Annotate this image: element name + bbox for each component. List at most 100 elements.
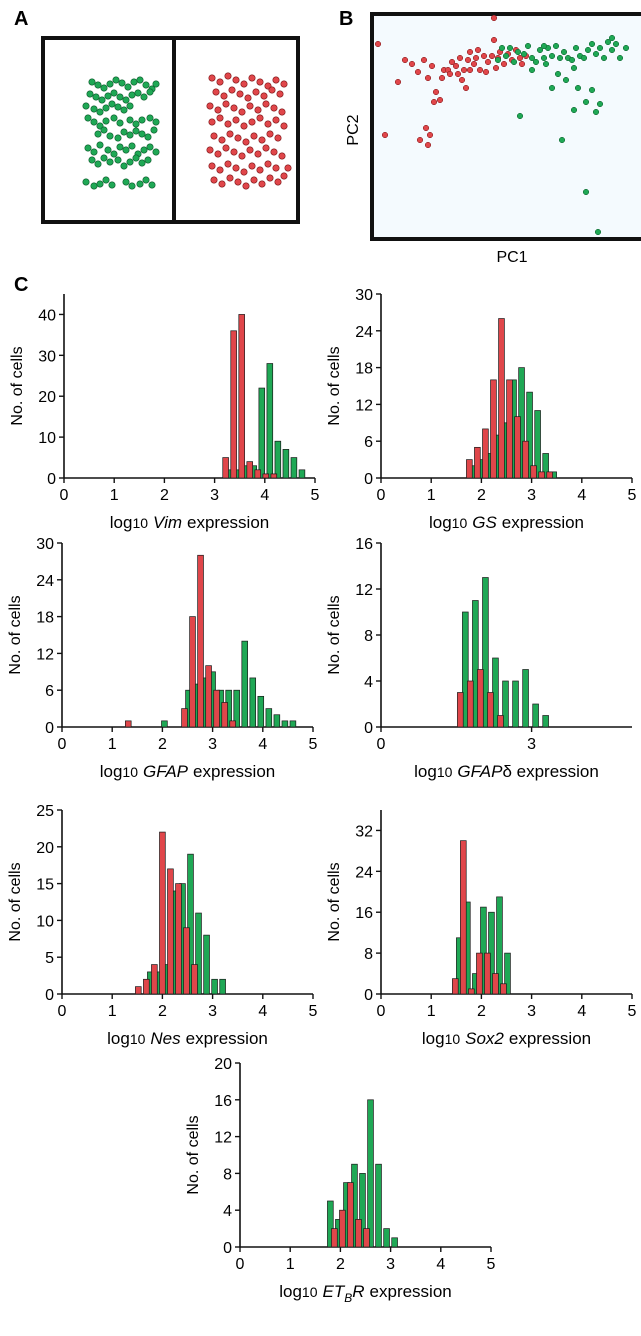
green-cell-point — [128, 142, 136, 150]
pca-red-point — [428, 62, 436, 70]
green-cell-point — [136, 76, 144, 84]
green-bar — [273, 714, 281, 728]
red-cell-point — [210, 132, 218, 140]
red-cell-point — [216, 78, 224, 86]
x-label-gene: Sox2 — [465, 1029, 504, 1048]
green-cell-point — [140, 93, 148, 101]
red-cell-point — [232, 116, 240, 124]
x-tick-label: 3 — [527, 736, 536, 753]
green-bar — [327, 1200, 334, 1248]
pca-red-point — [426, 131, 434, 139]
red-cell-point — [254, 106, 262, 114]
pca-green-point — [604, 38, 612, 46]
pca-green-point — [532, 58, 540, 66]
green-bar — [502, 680, 509, 728]
green-bar — [211, 978, 218, 995]
red-bar — [183, 927, 190, 995]
y-axis-label: No. of cells — [9, 346, 26, 425]
green-cell-point — [124, 83, 132, 91]
green-cell-point — [126, 102, 134, 110]
green-bar — [203, 934, 210, 995]
green-cell-point — [138, 130, 146, 138]
green-bar — [504, 952, 511, 995]
x-label-suffix: expression — [509, 1029, 591, 1048]
x-tick-label: 0 — [58, 1003, 67, 1020]
x-label-gene: GFAP — [143, 762, 189, 781]
x-tick-label: 0 — [377, 487, 386, 504]
green-bar — [241, 640, 248, 728]
pca-red-point — [500, 60, 508, 68]
red-bar — [363, 1228, 370, 1248]
y-tick-label: 0 — [47, 471, 56, 488]
red-cell-point — [260, 92, 268, 100]
red-bar — [222, 457, 229, 479]
green-cell-point — [128, 91, 136, 99]
green-cell-point — [84, 144, 92, 152]
x-tick-label: 0 — [377, 736, 386, 753]
pca-green-point — [596, 44, 604, 52]
x-label-suffix: δ expression — [502, 762, 598, 781]
red-cell-point — [228, 86, 236, 94]
x-axis-label: log10 Vim expression — [110, 513, 269, 532]
red-bar — [213, 689, 220, 728]
pca-red-point — [518, 60, 526, 68]
green-cell-point — [144, 133, 152, 141]
x-tick-label: 4 — [577, 1003, 586, 1020]
green-cell-point — [96, 180, 104, 188]
green-bar — [496, 896, 503, 995]
y-tick-label: 12 — [355, 582, 373, 599]
x-tick-label: 1 — [427, 487, 436, 504]
green-cell-point — [140, 146, 148, 154]
green-bar — [522, 669, 529, 728]
red-cell-point — [242, 138, 250, 146]
y-axis-label: No. of cells — [7, 862, 24, 941]
x-label-suffix: expression — [193, 762, 275, 781]
red-cell-point — [208, 74, 216, 82]
pca-red-point — [452, 62, 460, 70]
green-cell-point — [122, 178, 130, 186]
red-bar — [197, 554, 204, 728]
red-bar — [497, 715, 504, 728]
y-tick-label: 30 — [36, 536, 54, 553]
green-cell-point — [152, 80, 160, 88]
red-bar — [246, 461, 253, 479]
x-label-gene: Nes — [150, 1029, 181, 1048]
pca-green-point — [502, 52, 510, 60]
red-bar — [254, 469, 262, 479]
green-cell-point — [116, 119, 124, 127]
panel-a-cell-map — [41, 36, 300, 224]
pca-green-point — [622, 44, 630, 52]
green-cell-point — [90, 118, 98, 126]
y-tick-label: 18 — [355, 361, 373, 378]
green-cell-point — [136, 180, 144, 188]
green-cell-point — [88, 156, 96, 164]
x-tick-label: 5 — [309, 736, 318, 753]
green-cell-point — [132, 120, 140, 128]
red-cell-point — [262, 144, 270, 152]
pca-green-point — [588, 86, 596, 94]
green-cell-point — [100, 154, 108, 162]
green-cell-point — [90, 105, 98, 113]
pca-red-point — [420, 56, 428, 64]
green-cell-point — [82, 178, 90, 186]
x-label-gene: Vim — [153, 513, 182, 532]
red-cell-point — [214, 150, 222, 158]
red-cell-point — [272, 164, 280, 172]
pca-red-point — [436, 96, 444, 104]
pca-red-point — [472, 54, 480, 62]
red-cell-point — [230, 104, 238, 112]
green-cell-point — [146, 143, 154, 151]
y-tick-label: 12 — [355, 397, 373, 414]
red-cell-point — [270, 104, 278, 112]
green-cell-point — [82, 102, 90, 110]
green-bar — [266, 363, 274, 479]
pca-green-point — [556, 54, 564, 62]
green-cell-point — [138, 159, 146, 167]
x-label-base: 10 — [437, 764, 453, 780]
red-cell-point — [250, 176, 258, 184]
red-cell-point — [206, 146, 214, 154]
red-cell-point — [240, 168, 248, 176]
